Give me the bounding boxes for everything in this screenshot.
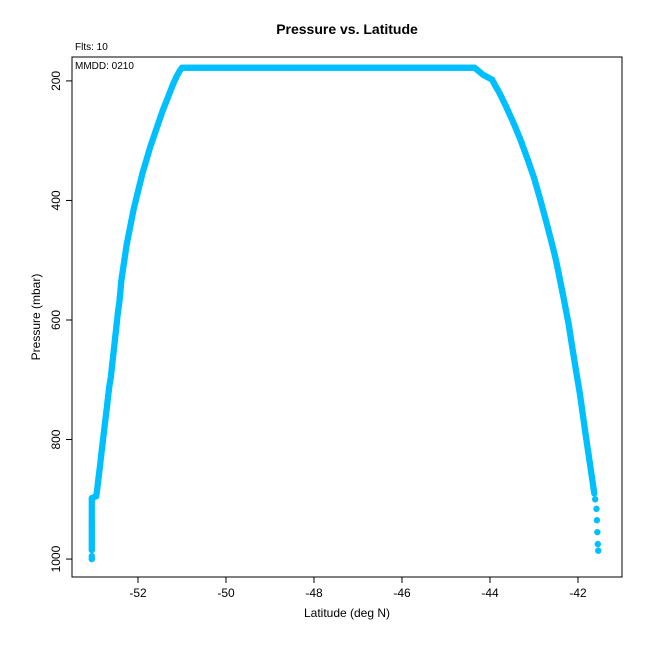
y-tick-label: 1000 — [49, 545, 63, 572]
data-point — [591, 490, 598, 497]
y-tick-label: 200 — [49, 71, 63, 91]
x-tick-label: -48 — [305, 586, 323, 600]
flights-annotation: Flts: 10 — [75, 42, 108, 53]
y-tick-label: 800 — [49, 429, 63, 449]
data-point — [594, 540, 601, 548]
x-tick-label: -44 — [481, 586, 499, 600]
y-axis-ticks: 200 400 600 800 1000 — [49, 71, 72, 572]
data-point — [595, 547, 602, 554]
x-tick-label: -52 — [129, 586, 147, 600]
data-point — [593, 505, 600, 513]
x-tick-label: -42 — [569, 586, 587, 600]
x-tick-label: -46 — [393, 586, 411, 600]
x-tick-label: -50 — [217, 586, 235, 600]
x-axis-label: Latitude (deg N) — [304, 606, 390, 620]
x-axis-ticks: -52 -50 -48 -46 -44 -42 — [129, 577, 587, 600]
data-points — [88, 64, 602, 563]
plot-frame — [71, 56, 623, 578]
date-annotation: MMDD: 0210 — [75, 61, 134, 72]
y-tick-label: 400 — [49, 190, 63, 210]
data-point — [591, 496, 599, 503]
y-tick-label: 600 — [49, 310, 63, 330]
data-point — [88, 552, 96, 560]
chart-title: Pressure vs. Latitude — [276, 21, 418, 37]
y-axis-label: Pressure (mbar) — [29, 274, 43, 361]
data-point — [593, 517, 601, 524]
data-point — [594, 528, 601, 536]
